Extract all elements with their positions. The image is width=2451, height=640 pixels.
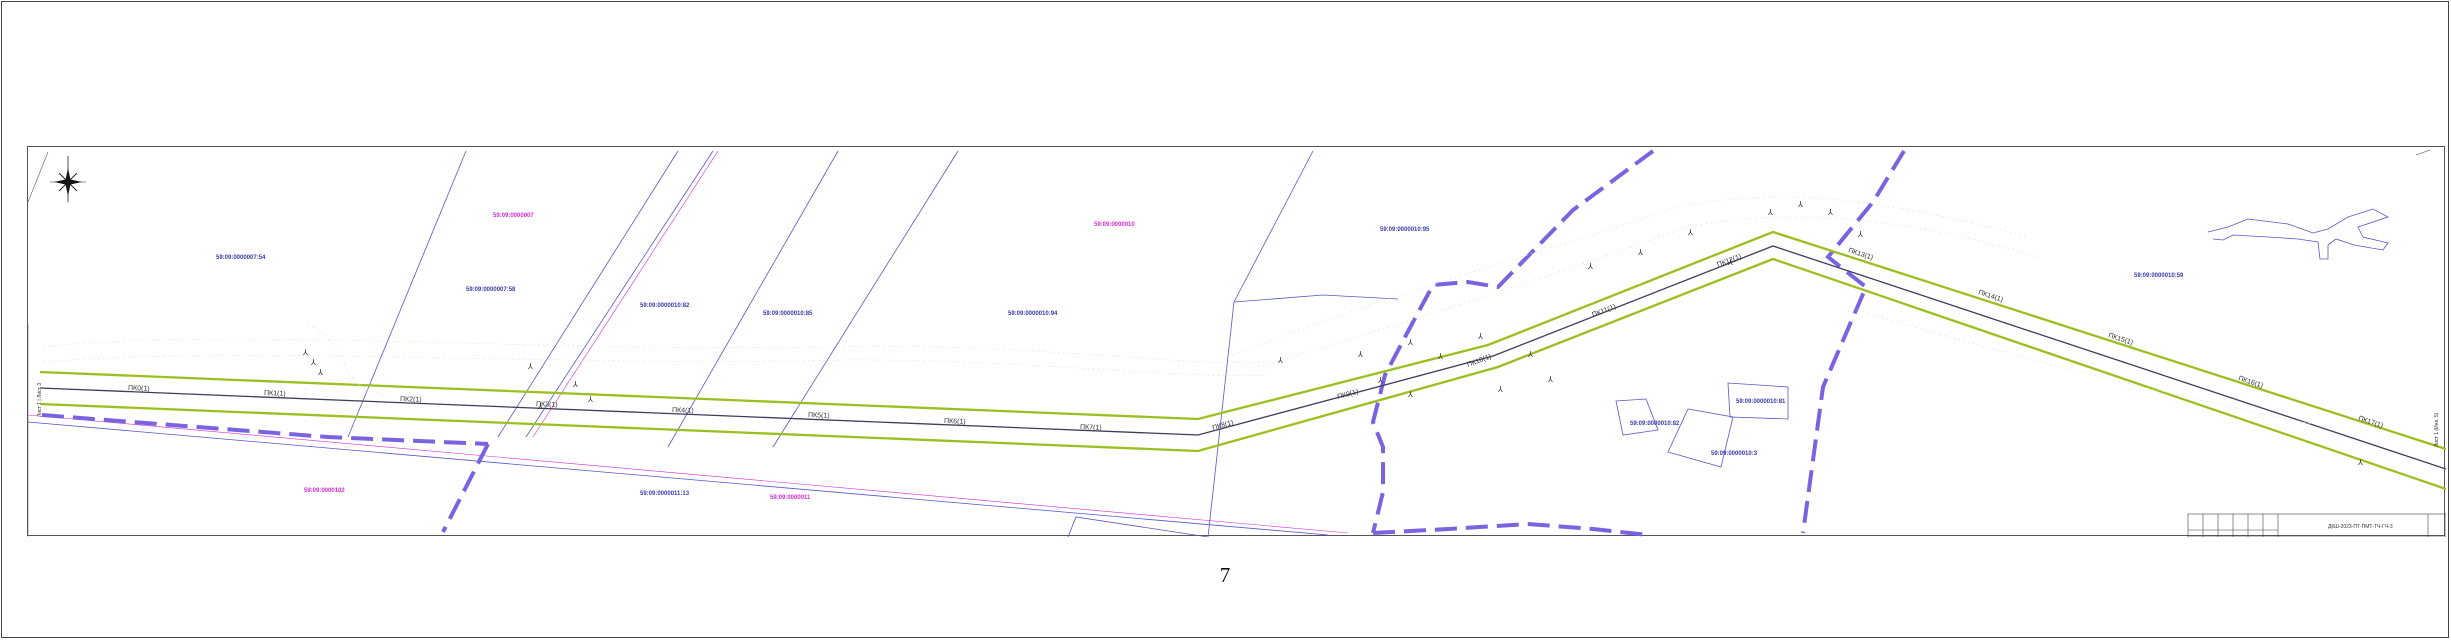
svg-text:⅄: ⅄ bbox=[1407, 390, 1413, 399]
svg-text:ПК3(1): ПК3(1) bbox=[536, 401, 558, 409]
parcel-label: 59:09:0000010:3 bbox=[1711, 451, 1758, 457]
svg-text:ПК9(1): ПК9(1) bbox=[1337, 389, 1360, 401]
svg-text:⅄: ⅄ bbox=[1687, 228, 1693, 237]
svg-text:ПК10(1): ПК10(1) bbox=[1466, 353, 1492, 369]
settlement-boundary-dashed bbox=[41, 149, 1906, 537]
pipeline-corridor bbox=[39, 230, 2446, 491]
quarter-label: 59:09:0000011 bbox=[770, 495, 811, 501]
svg-text:⅄: ⅄ bbox=[587, 395, 593, 404]
svg-text:⅄: ⅄ bbox=[1827, 208, 1833, 217]
svg-text:⅄: ⅄ bbox=[1277, 356, 1283, 365]
svg-text:ПК5(1): ПК5(1) bbox=[808, 412, 830, 420]
svg-text:⅄: ⅄ bbox=[527, 362, 533, 371]
svg-text:⅄: ⅄ bbox=[1357, 350, 1363, 359]
survey-map-sheet: Лист 1 | Лист 3 bbox=[27, 146, 2446, 537]
parcel-label: 59:09:0000010:82 bbox=[640, 303, 690, 309]
svg-text:⅄: ⅄ bbox=[572, 380, 578, 389]
svg-text:⅄: ⅄ bbox=[1437, 352, 1443, 361]
svg-text:ПК17(1): ПК17(1) bbox=[2357, 415, 2383, 430]
quarter-label: 59:09:0000010 bbox=[1094, 222, 1135, 228]
parcel-label: 59:09:0000010:59 bbox=[2134, 273, 2184, 279]
svg-text:⅄: ⅄ bbox=[1857, 230, 1863, 239]
quarter-label: 59:09:0000102 bbox=[304, 488, 345, 494]
parcel-label: 59:09:0000010:81 bbox=[1736, 399, 1786, 405]
svg-text:ПК2(1): ПК2(1) bbox=[400, 396, 422, 404]
svg-text:ПК0(1): ПК0(1) bbox=[128, 385, 150, 393]
svg-text:ПК11(1): ПК11(1) bbox=[1591, 303, 1617, 318]
svg-text:⅄: ⅄ bbox=[302, 348, 308, 357]
svg-text:⅄: ⅄ bbox=[1497, 385, 1503, 394]
svg-text:ПК8(1): ПК8(1) bbox=[1212, 420, 1235, 432]
quarter-boundary bbox=[28, 150, 1349, 534]
svg-text:ПК1(1): ПК1(1) bbox=[264, 390, 286, 398]
svg-text:⅄: ⅄ bbox=[317, 368, 323, 377]
parcel-label: 59:09:0000007:58 bbox=[466, 287, 516, 293]
title-block bbox=[2187, 513, 2446, 537]
north-arrow-icon bbox=[50, 156, 86, 202]
parcel-label: 59:09:0000011:13 bbox=[640, 491, 690, 497]
parcel-label: 59:09:0000010:95 bbox=[1380, 227, 1430, 233]
title-block-code: ДКШ-2023-ПТ-ПМТ-ТЧ-ГЧ-3 bbox=[2328, 524, 2393, 530]
svg-text:⅄: ⅄ bbox=[1477, 332, 1483, 341]
parcel-label: 59:09:0000007:54 bbox=[216, 255, 266, 261]
svg-text:⅄: ⅄ bbox=[1727, 258, 1733, 267]
parcel-boundaries bbox=[28, 150, 2390, 537]
svg-text:⅄: ⅄ bbox=[537, 402, 543, 411]
svg-text:ПК4(1): ПК4(1) bbox=[672, 407, 694, 415]
page-number: 7 bbox=[1219, 563, 1231, 587]
parcel-label: 59:09:0000010:94 bbox=[1008, 311, 1058, 317]
quarter-labels: 59:09:0000007 59:09:0000010 59:09:000010… bbox=[304, 213, 1135, 501]
svg-text:ПК6(1): ПК6(1) bbox=[944, 418, 966, 426]
svg-text:⅄: ⅄ bbox=[2357, 458, 2363, 467]
svg-text:⅄: ⅄ bbox=[1527, 350, 1533, 359]
svg-text:⅄: ⅄ bbox=[1767, 208, 1773, 217]
quarter-label: 59:09:0000007 bbox=[493, 213, 534, 219]
left-side-label: Лист 1 | Лист 3 bbox=[37, 383, 43, 417]
tree-markers: ⅄ ⅄ ⅄ ⅄ ⅄ ⅄ ⅄ ⅄ ⅄ ⅄ ⅄ ⅄ ⅄ ⅄ ⅄ ⅄ ⅄ ⅄ ⅄ ⅄ ⅄ ⅄ ⅄ ⅄ ⅄ ⅄ bbox=[302, 200, 2363, 467]
parcel-label: 59:09:0000010:82 bbox=[1630, 421, 1680, 427]
svg-text:⅄: ⅄ bbox=[1377, 376, 1383, 385]
svg-text:⅄: ⅄ bbox=[1587, 262, 1593, 271]
right-side-label: Лист 1 (Инв. 5) bbox=[2434, 412, 2440, 447]
svg-text:⅄: ⅄ bbox=[1547, 375, 1553, 384]
parcel-label: 59:09:0000010:85 bbox=[763, 311, 813, 317]
svg-text:⅄: ⅄ bbox=[1797, 200, 1803, 209]
svg-text:⅄: ⅄ bbox=[1407, 338, 1413, 347]
svg-text:⅄: ⅄ bbox=[1637, 248, 1643, 257]
relief-contours bbox=[42, 196, 2329, 428]
svg-text:ПК16(1): ПК16(1) bbox=[2237, 375, 2263, 390]
svg-text:ПК7(1): ПК7(1) bbox=[1080, 424, 1102, 432]
pipeline-route-map: Лист 1 | Лист 3 bbox=[28, 149, 2446, 537]
parcel-labels: 59:09:0000007:54 59:09:0000007:58 59:09:… bbox=[216, 227, 2184, 497]
svg-text:⅄: ⅄ bbox=[310, 358, 316, 367]
